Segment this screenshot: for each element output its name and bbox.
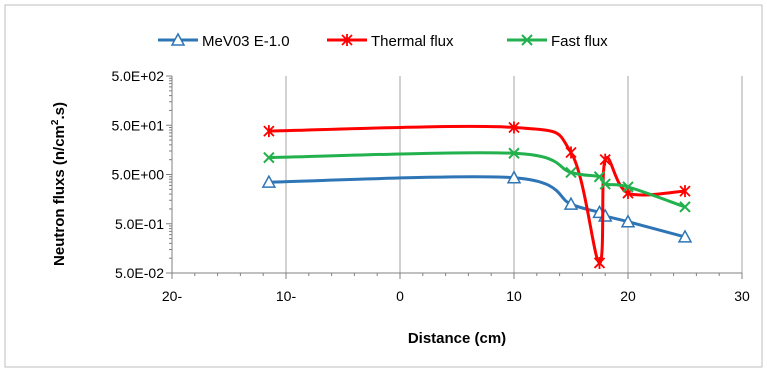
y-tick-label: 5.0E+01 bbox=[111, 117, 164, 133]
series-line bbox=[268, 151, 686, 209]
chart-border bbox=[4, 4, 763, 368]
data-point bbox=[263, 151, 275, 164]
x-tick-label: 20 bbox=[620, 288, 636, 304]
y-tick-label: 5.0E-01 bbox=[115, 216, 164, 232]
x-tick-label: 20- bbox=[162, 288, 183, 304]
data-point bbox=[506, 170, 522, 184]
legend-entry: Fast flux bbox=[507, 33, 608, 50]
y-tick-label: 5.0E+00 bbox=[111, 167, 164, 183]
y-axis-title-prefix: Neutron fluxs (n/cm bbox=[51, 125, 68, 266]
data-point bbox=[563, 196, 579, 210]
data-point bbox=[599, 178, 611, 190]
y-axis-title-suffix: .s) bbox=[51, 102, 68, 120]
y-tick-label: 5.0E+02 bbox=[111, 68, 164, 84]
x-tick-label: 0 bbox=[396, 288, 404, 304]
legend-label: Thermal flux bbox=[371, 33, 454, 50]
legend-entry: Thermal flux bbox=[327, 33, 454, 50]
data-point bbox=[679, 201, 691, 213]
y-axis-title-sup: 2 bbox=[50, 119, 61, 125]
y-axis-title: Neutron fluxs (n/cm2.s) bbox=[50, 102, 68, 266]
x-axis-title: Distance (cm) bbox=[408, 330, 506, 347]
data-point bbox=[593, 256, 606, 269]
data-point bbox=[263, 125, 275, 138]
legend-label: MeV03 E-1.0 bbox=[202, 33, 290, 50]
data-point bbox=[508, 147, 520, 159]
data-point bbox=[508, 121, 520, 134]
data-point bbox=[679, 185, 691, 198]
legend: MeV03 E-1.0 Thermal flux Fast flux bbox=[158, 32, 608, 50]
x-tick-label: 30 bbox=[734, 288, 750, 304]
data-point bbox=[620, 214, 636, 228]
data-point bbox=[565, 146, 577, 159]
data-point bbox=[622, 181, 634, 193]
y-tick-label: 5.0E-02 bbox=[115, 265, 164, 281]
data-point bbox=[565, 166, 577, 179]
data-point bbox=[261, 174, 277, 188]
series-3 bbox=[263, 147, 691, 213]
legend-entry: MeV03 E-1.0 bbox=[158, 32, 290, 50]
data-point bbox=[593, 171, 606, 183]
data-point bbox=[677, 229, 693, 243]
x-tick-label: 10 bbox=[506, 288, 522, 304]
axis-layer: 5.0E-02 5.0E-01 5.0E+00 5.0E+01 5.0E+02 20- 10… bbox=[111, 68, 750, 304]
series-layer bbox=[261, 121, 693, 269]
data-point bbox=[599, 153, 611, 166]
legend-label: Fast flux bbox=[551, 33, 608, 50]
x-tick-label: 10- bbox=[276, 288, 297, 304]
